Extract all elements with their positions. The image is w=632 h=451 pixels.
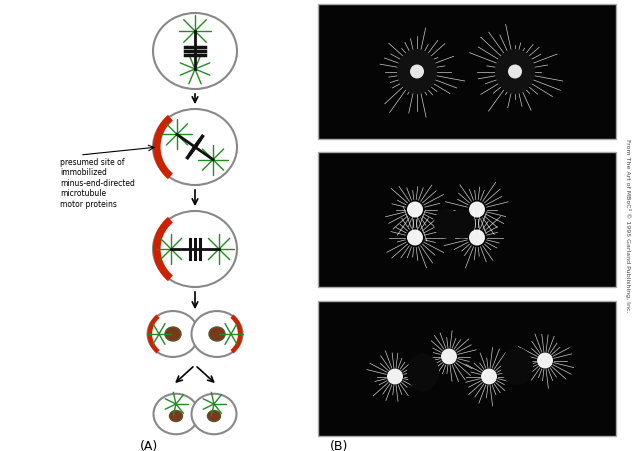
Ellipse shape (449, 209, 475, 239)
Ellipse shape (508, 65, 522, 79)
Wedge shape (153, 115, 173, 180)
Ellipse shape (154, 394, 198, 434)
Wedge shape (231, 315, 243, 354)
Ellipse shape (165, 327, 181, 341)
Ellipse shape (153, 14, 237, 90)
Wedge shape (147, 315, 159, 354)
Text: From The Art of MBoC³ © 1995 Garland Publishing, Inc.: From The Art of MBoC³ © 1995 Garland Pub… (625, 139, 631, 312)
Ellipse shape (481, 368, 497, 385)
Ellipse shape (147, 311, 198, 357)
Ellipse shape (441, 349, 457, 365)
Ellipse shape (169, 410, 183, 422)
Text: (A): (A) (140, 439, 158, 451)
Ellipse shape (191, 394, 236, 434)
Ellipse shape (410, 65, 424, 79)
Text: presumed site of
immobilized
minus-end-directed
microtubule
motor proteins: presumed site of immobilized minus-end-d… (60, 158, 135, 208)
Wedge shape (153, 217, 173, 281)
Ellipse shape (153, 212, 237, 287)
Text: (B): (B) (330, 439, 348, 451)
Ellipse shape (501, 348, 533, 386)
Ellipse shape (407, 354, 439, 391)
Bar (318, 152, 616, 287)
Ellipse shape (537, 353, 553, 368)
Ellipse shape (191, 311, 243, 357)
Ellipse shape (469, 230, 485, 246)
Ellipse shape (495, 50, 535, 95)
Ellipse shape (407, 202, 423, 218)
Ellipse shape (434, 209, 460, 239)
Ellipse shape (469, 202, 485, 218)
Ellipse shape (397, 50, 437, 95)
Ellipse shape (387, 368, 403, 385)
Ellipse shape (153, 110, 237, 186)
Ellipse shape (207, 410, 221, 422)
Ellipse shape (209, 327, 225, 341)
Bar (318, 301, 616, 436)
Ellipse shape (407, 230, 423, 246)
Bar (318, 5, 616, 140)
